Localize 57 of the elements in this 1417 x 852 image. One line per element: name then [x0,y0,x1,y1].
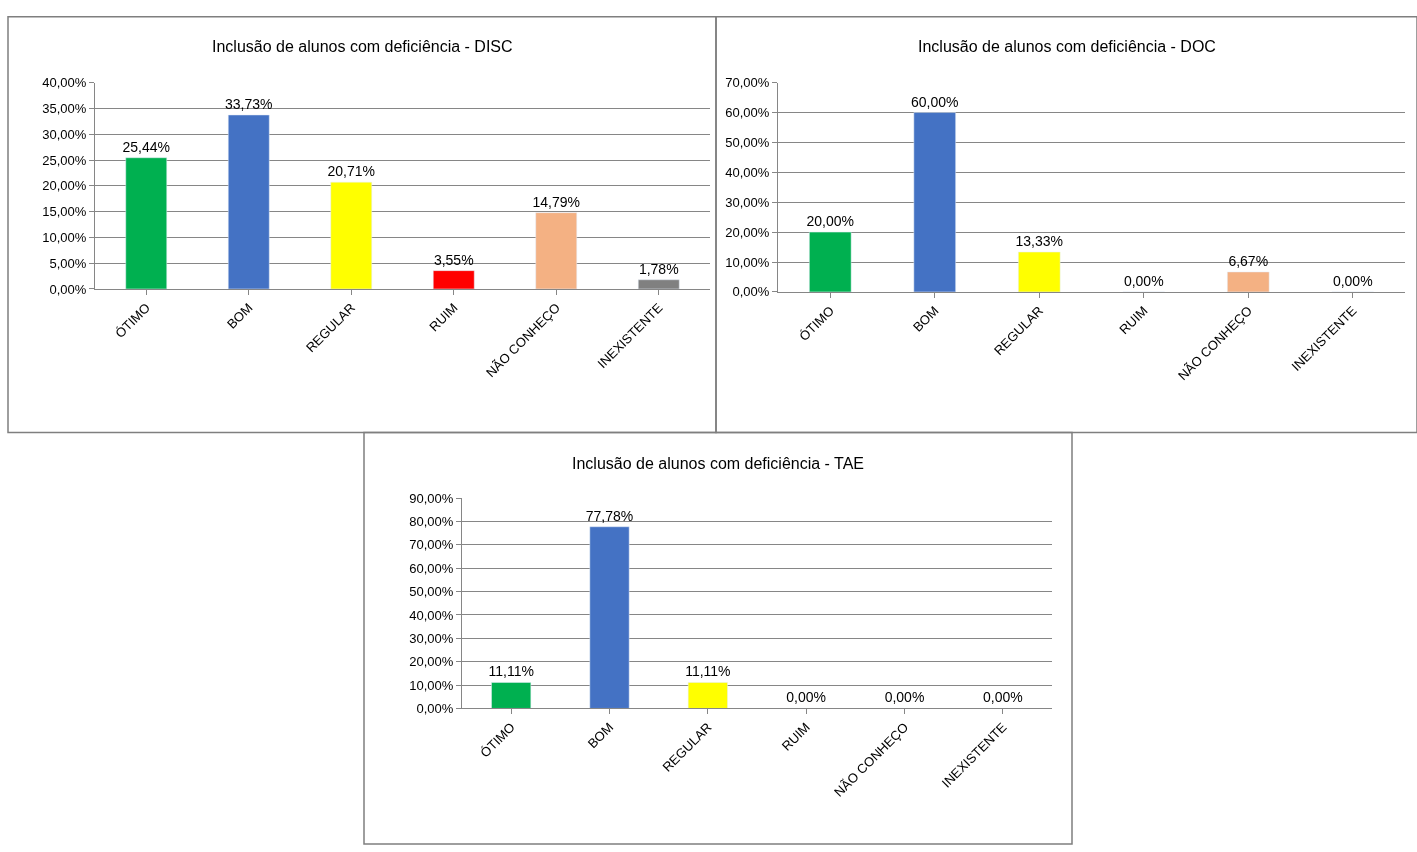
data-label: 0,00% [884,689,925,706]
y-tick-label: 5,00% [49,255,87,271]
y-tick-label: 30,00% [725,194,770,210]
data-label: 77,78% [585,507,634,524]
y-tick-label: 0,00% [49,281,87,297]
y-tick-label: 20,00% [409,654,454,670]
data-label: 6,67% [1228,252,1269,269]
chart-title: Inclusão de alunos com deficiência - DISC [212,38,513,55]
y-tick-label: 25,00% [42,152,87,168]
y-tick-label: 0,00% [416,700,454,716]
y-tick-label: 10,00% [42,229,87,245]
y-tick-label: 60,00% [409,560,454,576]
y-tick-label: 30,00% [42,126,87,142]
y-tick-label: 10,00% [725,254,770,270]
chart-title: Inclusão de alunos com deficiência - TAE [572,455,865,472]
data-label: 0,00% [1123,272,1164,289]
y-tick-label: 40,00% [725,164,770,180]
data-label: 60,00% [911,93,959,110]
data-label: 1,78% [638,260,679,277]
y-tick-label: 50,00% [725,134,770,150]
y-tick-label: 10,00% [409,677,454,693]
y-tick-label: 15,00% [42,204,87,220]
y-tick-label: 60,00% [725,105,770,121]
y-tick-label: 70,00% [725,75,770,91]
y-tick-label: 40,00% [409,607,454,623]
data-label: 11,11% [685,663,731,680]
y-tick-label: 0,00% [732,284,770,300]
bar [125,157,167,289]
bar [330,181,372,289]
bar [809,231,852,292]
y-tick-label: 20,00% [42,178,87,194]
bar [913,112,956,292]
data-label: 20,00% [806,213,854,230]
bar [228,114,270,289]
y-tick-label: 90,00% [409,490,454,506]
data-label: 11,11% [488,663,534,680]
data-label: 20,71% [327,163,375,180]
data-label: 3,55% [433,251,474,268]
bar [1018,251,1061,292]
bar [535,212,577,289]
chart-title: Inclusão de alunos com deficiência - DOC [918,38,1216,55]
data-label: 13,33% [1015,233,1063,250]
y-tick-label: 30,00% [409,630,454,646]
y-tick-label: 50,00% [409,584,454,600]
y-tick-label: 20,00% [725,224,770,240]
data-label: 25,44% [122,138,170,155]
data-label: 14,79% [532,193,580,210]
bar [433,270,475,289]
y-tick-label: 40,00% [42,75,87,91]
y-tick-label: 80,00% [409,514,454,530]
y-tick-label: 70,00% [409,537,454,553]
bar [1227,271,1270,292]
data-label: 0,00% [1332,272,1373,289]
data-label: 0,00% [786,689,827,706]
data-label: 33,73% [225,95,273,112]
y-tick-label: 35,00% [42,100,87,116]
data-label: 0,00% [982,689,1023,706]
